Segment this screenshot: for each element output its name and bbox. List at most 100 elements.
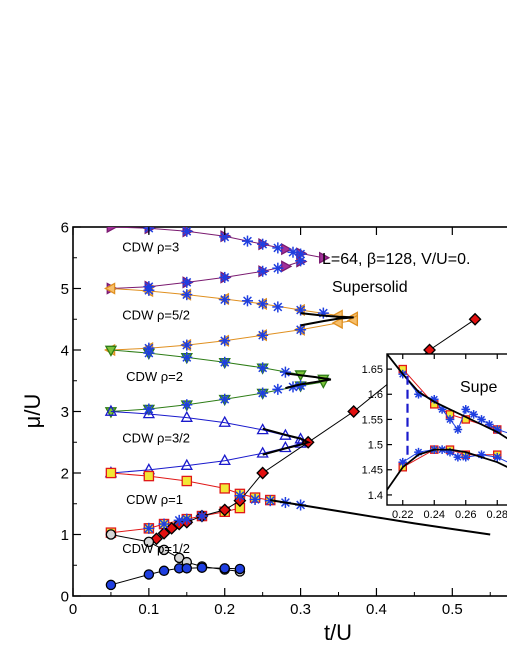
main-series-13-point bbox=[219, 335, 231, 347]
main-series-8-point bbox=[219, 483, 230, 494]
main-series-15 bbox=[300, 312, 354, 327]
main-series-7-point bbox=[218, 453, 231, 466]
main-xtick-label: 0.1 bbox=[138, 601, 159, 618]
main-series-13-point bbox=[173, 514, 185, 526]
main-series-11-point bbox=[105, 529, 117, 540]
main-series-13-point bbox=[272, 383, 284, 395]
inset-series-5 bbox=[387, 448, 507, 491]
main-axis-ticks: 0 0.1 0.2 0.3 0.4 0.5 0 1 2 3 4 5 6 bbox=[61, 219, 491, 618]
main-series-13-point bbox=[181, 513, 193, 525]
main-series-10-point bbox=[218, 503, 232, 517]
main-series-13-point bbox=[143, 347, 155, 359]
main-series-13-point bbox=[257, 362, 269, 374]
main-series-13-point bbox=[181, 351, 193, 363]
main-series-10-point bbox=[157, 526, 171, 540]
main-series-13-point bbox=[257, 298, 269, 310]
main-series-10-point bbox=[150, 532, 163, 546]
main-plot: 0 0.1 0.2 0.3 0.4 0.5 0 1 2 3 4 5 6 L=64, β=128, V/U… bbox=[20, 219, 507, 645]
inset-title: Supe bbox=[460, 379, 497, 396]
inset-xtick-label: 0.28 bbox=[487, 509, 507, 521]
cdw-label: CDW ρ=1/2 bbox=[122, 541, 190, 556]
main-annotations: L=64, β=128, V/U=0. Supersolid CDW ρ=3 CD… bbox=[122, 240, 470, 556]
main-ytick-label: 4 bbox=[61, 342, 69, 359]
main-series-13-point bbox=[257, 265, 269, 277]
main-series-13-point bbox=[181, 289, 193, 301]
main-series-10-point bbox=[468, 312, 482, 326]
inset-ytick-label: 1.65 bbox=[362, 364, 383, 376]
inset-ytick-label: 1.4 bbox=[368, 490, 383, 502]
main-series-13-point bbox=[272, 262, 284, 274]
main-series-13-point bbox=[219, 356, 231, 368]
main-series-0-point bbox=[106, 227, 118, 234]
main-series-12-point bbox=[105, 579, 117, 591]
main-series-10-point bbox=[347, 405, 361, 418]
main-series-0-point bbox=[319, 251, 331, 264]
inset-series-layer bbox=[387, 354, 507, 491]
main-series-13-point bbox=[287, 246, 299, 258]
params-annotation: L=64, β=128, V/U=0. bbox=[322, 251, 470, 268]
main-series-12-point bbox=[181, 563, 193, 574]
main-series-6-point bbox=[180, 410, 193, 422]
x-axis-label: t/U bbox=[324, 620, 352, 645]
cdw-label: CDW ρ=3/2 bbox=[122, 430, 190, 445]
main-xtick-label: 0.2 bbox=[214, 601, 235, 618]
main-series-16-line bbox=[285, 372, 332, 390]
main-series-8-point bbox=[143, 470, 155, 482]
main-series-14-line bbox=[270, 499, 491, 536]
y-axis-label: μ/U bbox=[20, 394, 45, 429]
main-series-13-point bbox=[181, 339, 193, 351]
main-series-13-point bbox=[181, 399, 193, 411]
main-series-15-line bbox=[300, 312, 354, 327]
supersolid-annotation: Supersolid bbox=[332, 279, 408, 296]
main-series-1-point bbox=[281, 260, 293, 273]
main-ytick-label: 2 bbox=[61, 465, 69, 482]
main-series-6-point bbox=[218, 415, 231, 427]
main-series-13-point bbox=[257, 329, 269, 341]
main-series-4-point bbox=[104, 345, 118, 357]
inset-plot: 0.22 0.24 0.26 0.28 1.4 1.45 1.5 1.55 1.6 1.65 Su… bbox=[362, 353, 507, 521]
inset-series-2-point bbox=[492, 425, 502, 434]
main-series-12-point bbox=[158, 565, 170, 577]
main-series-13-point bbox=[234, 490, 246, 502]
main-series-17-line bbox=[262, 427, 311, 456]
main-series-7-point bbox=[180, 458, 193, 470]
main-ytick-label: 0 bbox=[61, 588, 69, 605]
main-series-17 bbox=[262, 427, 311, 456]
main-series-13-point bbox=[295, 324, 307, 336]
inset-plot-frame bbox=[386, 353, 507, 506]
main-series-14 bbox=[270, 499, 491, 536]
main-series-13-point bbox=[158, 518, 170, 530]
main-series-13-point bbox=[181, 227, 193, 237]
main-series-12-point bbox=[234, 563, 246, 575]
main-series-12-point bbox=[143, 569, 155, 580]
main-series-13-point bbox=[317, 307, 329, 319]
inset-series-5-line bbox=[387, 448, 507, 491]
main-ytick-label: 5 bbox=[61, 281, 69, 298]
main-ytick-label: 1 bbox=[61, 527, 69, 544]
main-series-7-point bbox=[256, 446, 269, 458]
main-series-13-point bbox=[295, 255, 307, 267]
cdw-label: CDW ρ=5/2 bbox=[122, 307, 190, 322]
main-series-13-point bbox=[219, 294, 231, 306]
main-xtick-label: 0.5 bbox=[442, 601, 463, 618]
inset-ytick-label: 1.55 bbox=[362, 414, 383, 426]
main-series-13-point bbox=[143, 403, 155, 415]
inset-series-2-point bbox=[445, 415, 455, 424]
main-series-3-line bbox=[110, 320, 354, 351]
main-series-13-point bbox=[257, 238, 269, 250]
main-xtick-label: 0.4 bbox=[366, 601, 387, 618]
cdw-label: CDW ρ=2 bbox=[126, 369, 183, 384]
main-series-6-point bbox=[142, 407, 156, 419]
main-xtick-label: 0 bbox=[69, 601, 77, 618]
main-series-10-point bbox=[256, 466, 270, 480]
main-series-2-point bbox=[104, 282, 116, 295]
main-series-clip bbox=[104, 227, 491, 591]
main-series-3-point bbox=[331, 316, 343, 330]
inset-series-3-point bbox=[398, 457, 408, 467]
inset-series-3-point bbox=[453, 452, 463, 462]
main-series-13-point bbox=[219, 393, 231, 405]
main-series-13-point bbox=[143, 284, 155, 296]
main-series-13-point bbox=[196, 510, 208, 522]
main-series-13-point bbox=[219, 271, 231, 283]
